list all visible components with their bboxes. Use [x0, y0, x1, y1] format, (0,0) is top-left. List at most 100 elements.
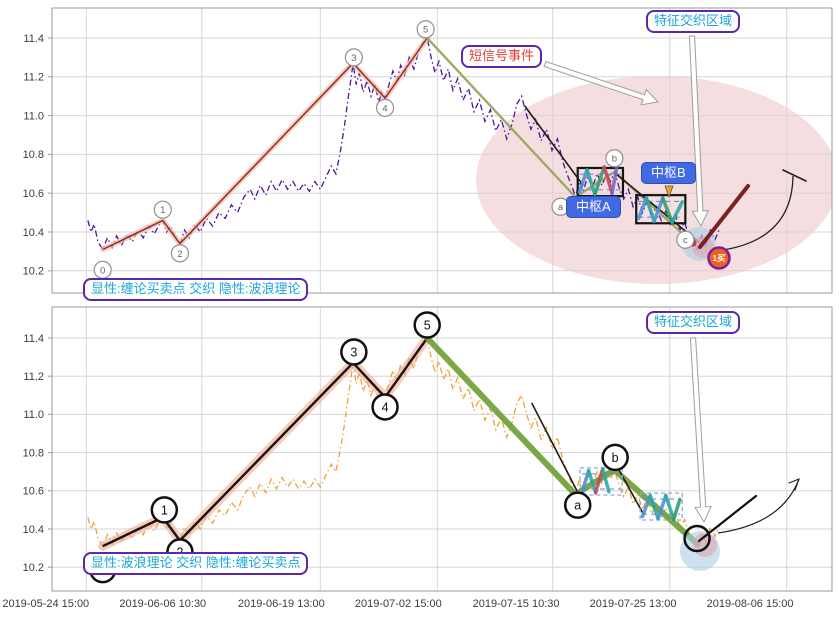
pivot-zigzag-segment: [602, 165, 614, 195]
wave-point-label: 0: [100, 265, 105, 276]
x-tick-label: 2019-08-06 15:00: [707, 598, 794, 610]
annotation-arc: [717, 478, 800, 534]
x-tick-label: 2019-07-15 10:30: [473, 598, 560, 610]
legend-bottom-panel: 显性:波浪理论 交织 隐性:缠论买卖点: [83, 552, 309, 575]
wave-point-label: 5: [423, 25, 428, 36]
pivot-zigzag-segment: [644, 196, 656, 224]
x-tick-label: 2019-06-06 10:30: [119, 598, 206, 610]
wave-point-label: 1: [160, 205, 165, 216]
y-tick-label: 11.2: [23, 371, 44, 383]
legend-top-panel: 显性:缠论买卖点 交织 隐性:波浪理论: [83, 278, 309, 301]
wave-point-label: 4: [382, 103, 387, 114]
pivot-zigzag-segment: [671, 497, 682, 522]
pivot-zigzag-segment: [585, 168, 597, 196]
trend-segment: [524, 105, 584, 186]
pivot-zigzag-segment: [656, 493, 668, 521]
y-tick-label: 11.4: [23, 33, 44, 45]
panel-spines: [51, 306, 833, 592]
y-tick-label: 11.0: [23, 110, 44, 122]
white-callout-arrow: [688, 35, 710, 228]
buy-point-badge: [707, 246, 731, 270]
annotation-line: [698, 184, 750, 249]
wave-point-label: a: [574, 499, 581, 513]
y-tick-label: 10.8: [23, 447, 44, 459]
annotation-line: [782, 169, 807, 182]
wave-point-circle: [413, 311, 441, 339]
impulse-wave-glow: [99, 35, 430, 253]
y-tick-label: 10.2: [23, 266, 44, 278]
x-tick-label: 2019-05-24 15:00: [2, 598, 89, 610]
wave-point-label: a: [558, 202, 564, 213]
wave-point-circle: [371, 393, 399, 421]
corrective-wave-line: [424, 335, 701, 548]
wave-point-circle: [676, 230, 695, 249]
annotation-line: [794, 478, 800, 491]
orange-down-arrow: [664, 185, 674, 199]
white-callout-arrow: [543, 60, 660, 106]
wave-point-circle: [153, 200, 172, 219]
trend-segment: [530, 402, 578, 492]
wave-point-circle: [683, 524, 711, 553]
pivot-a-label: 中枢A: [566, 196, 621, 219]
pivot-zigzag-segment: [648, 493, 660, 521]
feature-region-label-bottom: 特征交织区域: [646, 311, 741, 334]
wave-point-label: 4: [382, 400, 389, 414]
wave-point-label: 1: [161, 503, 168, 517]
impulse-wave-line: [102, 37, 428, 251]
pivot-zigzag-segment: [580, 468, 591, 493]
wave-point-circle: [150, 496, 179, 524]
pivot-zigzag-segment: [652, 196, 665, 224]
y-tick-label: 10.6: [23, 486, 44, 498]
pivot-b-label: 中枢B: [641, 162, 696, 185]
y-tick-label: 10.2: [23, 562, 44, 574]
y-tick-label: 11.2: [23, 72, 44, 84]
trend-segment: [616, 465, 644, 515]
impulse-wave-glow: [98, 333, 432, 551]
wave-point-label: 3: [350, 345, 357, 359]
wave-point-circle: [170, 244, 190, 263]
pivot-box: [579, 467, 623, 496]
short-signal-event-label: 短信号事件: [461, 45, 543, 68]
y-tick-label: 10.6: [23, 188, 44, 200]
wave-point-circle: [375, 98, 395, 117]
pivot-zigzag-segment: [600, 467, 611, 494]
annotation-arc: [715, 175, 794, 252]
y-tick-label: 11.4: [23, 333, 44, 345]
x-tick-label: 2019-07-02 15:00: [355, 598, 442, 610]
pivot-zigzag-segment: [640, 493, 653, 519]
wave-point-label: 3: [351, 53, 356, 64]
wave-point-circle: [344, 48, 363, 67]
pivot-zigzag-segment: [593, 467, 605, 495]
pivot-box: [635, 194, 687, 225]
wave-point-label: 5: [424, 319, 431, 333]
impulse-wave-line: [102, 337, 429, 548]
wave-point-circle: [605, 149, 624, 168]
y-tick-label: 10.4: [23, 524, 44, 536]
x-tick-label: 2019-07-25 13:00: [590, 598, 677, 610]
pivot-zigzag-segment: [577, 168, 589, 194]
pivot-zigzag-segment: [660, 196, 674, 225]
wave-point-circle: [563, 491, 592, 519]
pivot-zigzag-segment: [664, 493, 676, 522]
wave-point-label: b: [612, 154, 617, 165]
wave-point-circle: [340, 338, 368, 366]
y-tick-label: 10.4: [23, 227, 44, 239]
y-tick-label: 10.8: [23, 149, 44, 161]
pivot-zigzag-segment: [636, 196, 649, 221]
pivot-zigzag-segment: [593, 165, 606, 196]
panel-spines: [51, 7, 833, 294]
feature-region-label-top: 特征交织区域: [646, 10, 741, 33]
wave-point-circle: [601, 443, 629, 472]
pivot-box: [639, 492, 683, 521]
x-tick-label: 2019-06-19 13:00: [238, 598, 325, 610]
y-tick-label: 11.0: [23, 409, 44, 421]
panel-top: 0 1 2 3 4 5 a b c 1买: [52, 8, 832, 293]
wave-point-label: b: [612, 451, 619, 465]
wave-point-circle: [416, 20, 435, 39]
white-callout-arrow: [689, 337, 712, 524]
wave-point-label: 2: [177, 249, 182, 260]
highlight-circle: [692, 236, 714, 258]
